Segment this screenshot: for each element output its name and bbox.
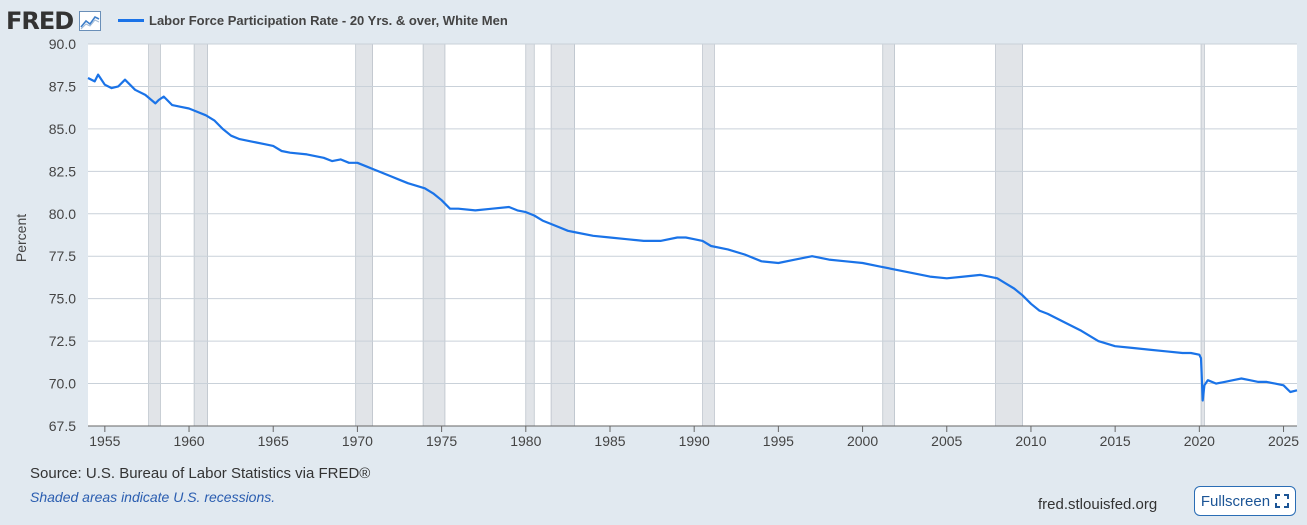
recession-shading — [148, 43, 1205, 427]
y-tick-label: 72.5 — [49, 333, 76, 349]
recession-band — [422, 43, 446, 427]
recession-note: Shaded areas indicate U.S. recessions. — [30, 489, 276, 505]
y-tick-label: 75.0 — [49, 291, 76, 307]
series-layer — [87, 73, 1298, 402]
x-tick-label: 2015 — [1100, 433, 1131, 449]
x-tick-label: 1970 — [342, 433, 373, 449]
y-axis-label: Percent — [13, 214, 29, 262]
y-tick-label: 85.0 — [49, 121, 76, 137]
y-tick-label: 77.5 — [49, 248, 76, 264]
recession-band — [702, 43, 715, 427]
series-line — [87, 73, 1298, 402]
legend-swatch — [118, 19, 144, 22]
y-tick-label: 67.5 — [49, 418, 76, 434]
x-tick-label: 1995 — [763, 433, 794, 449]
y-axis-ticks: 67.5 70.0 72.5 75.0 77.5 80.0 82.5 85.0 87.5 90.0 — [49, 36, 76, 434]
x-tick-label: 2010 — [1015, 433, 1046, 449]
x-tick-label: 1955 — [89, 433, 120, 449]
x-tick-label: 2000 — [847, 433, 878, 449]
fullscreen-button[interactable]: Fullscreen — [1194, 486, 1296, 516]
legend-label: Labor Force Participation Rate - 20 Yrs.… — [149, 13, 508, 28]
y-tick-label: 90.0 — [49, 36, 76, 52]
x-tick-label: 1990 — [679, 433, 710, 449]
source-text: Source: U.S. Bureau of Labor Statistics … — [30, 465, 371, 482]
expand-icon — [1275, 494, 1290, 508]
plot-area — [88, 44, 1297, 426]
recession-band — [193, 43, 208, 427]
x-tick-label: 1975 — [426, 433, 457, 449]
recession-band — [550, 43, 575, 427]
x-tick-label: 2020 — [1184, 433, 1215, 449]
x-tick-label: 1980 — [510, 433, 541, 449]
y-tick-label: 70.0 — [49, 376, 76, 392]
recession-band — [995, 43, 1023, 427]
line-chart: 67.5 70.0 72.5 75.0 77.5 80.0 82.5 85.0 87.5 90.0… — [13, 36, 1299, 449]
site-link[interactable]: fred.stlouisfed.org — [1038, 496, 1158, 513]
x-tick-label: 2005 — [931, 433, 962, 449]
y-tick-label: 87.5 — [49, 78, 76, 94]
y-tick-label: 80.0 — [49, 206, 76, 222]
fred-logo[interactable]: FRED — [6, 7, 102, 35]
recession-band — [355, 43, 373, 427]
recession-band — [525, 43, 535, 427]
x-axis-ticks: 1955 1960 1965 1970 1975 1980 1985 1990 1995 2000… — [88, 425, 1299, 449]
logo-text: FRED — [6, 7, 74, 35]
x-tick-label: 1985 — [594, 433, 625, 449]
recession-band — [882, 43, 895, 427]
x-tick-label: 1960 — [173, 433, 204, 449]
chart-legend: Labor Force Participation Rate - 20 Yrs.… — [118, 13, 508, 28]
fullscreen-label: Fullscreen — [1200, 492, 1271, 510]
graph-icon — [79, 11, 102, 31]
y-tick-label: 82.5 — [49, 163, 76, 179]
x-tick-label: 2025 — [1268, 433, 1299, 449]
x-tick-label: 1965 — [258, 433, 289, 449]
